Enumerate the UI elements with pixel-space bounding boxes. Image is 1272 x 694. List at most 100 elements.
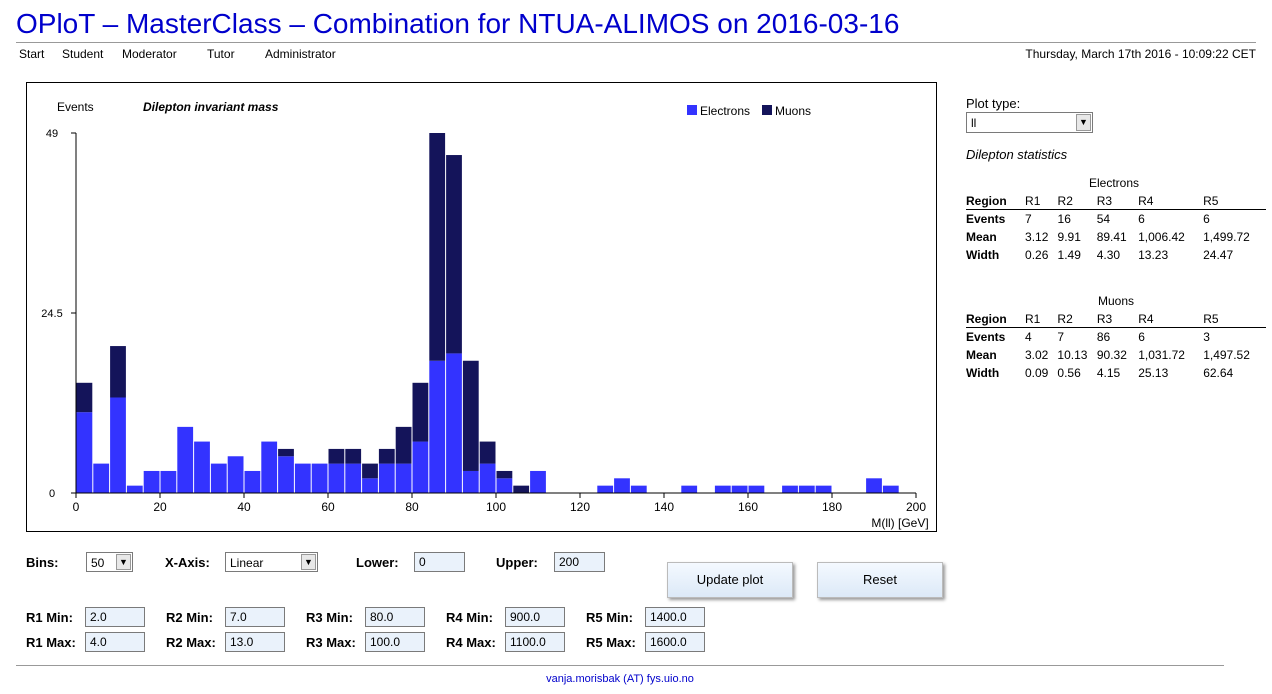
- bar-electrons: [630, 485, 647, 493]
- muons-row: Width 0.09 0.56 4.15 25.13 62.64: [966, 364, 1272, 382]
- muons-cell: Events: [966, 330, 1006, 344]
- bar-electrons: [76, 412, 93, 493]
- electrons-cell: 16: [1057, 212, 1071, 226]
- legend-label-muons: Muons: [775, 104, 811, 118]
- muons-cell: R2: [1057, 312, 1073, 326]
- muons-cell: R4: [1138, 312, 1154, 326]
- plot-type-value: ll: [971, 116, 977, 130]
- electrons-cell: 3.12: [1025, 230, 1049, 244]
- muons-cell: 25.13: [1138, 366, 1169, 380]
- bar-electrons: [395, 463, 412, 493]
- r5-min-input[interactable]: 1400.0: [645, 607, 705, 627]
- chevron-down-icon[interactable]: ▼: [301, 554, 316, 570]
- r1-max-input[interactable]: 4.0: [85, 632, 145, 652]
- bar-electrons: [244, 470, 261, 493]
- bar-electrons: [714, 485, 731, 493]
- r3-min-input[interactable]: 80.0: [365, 607, 425, 627]
- bar-muons: [328, 448, 345, 464]
- y-axis-label: Events: [57, 100, 94, 114]
- xaxis-select[interactable]: Linear ▼: [225, 552, 318, 572]
- stats-title: Dilepton statistics: [966, 147, 1068, 162]
- r1-max-label: R1 Max:: [26, 635, 76, 650]
- muons-row: Events 4 7 86 6 3: [966, 328, 1272, 346]
- r2-min-input[interactable]: 7.0: [225, 607, 285, 627]
- nav-tutor[interactable]: Tutor: [207, 47, 235, 61]
- histogram-plot: Events Dilepton invariant mass Electrons…: [26, 82, 937, 532]
- nav-moderator-link[interactable]: Moderator: [122, 47, 177, 61]
- reset-button[interactable]: Reset: [817, 562, 943, 598]
- bar-muons: [412, 382, 429, 442]
- x-tick-label: 140: [654, 500, 674, 514]
- chevron-down-icon[interactable]: ▼: [116, 554, 131, 570]
- bar-electrons: [496, 478, 513, 493]
- x-tick-label: 0: [73, 500, 80, 514]
- plot-type-label: Plot type:: [966, 96, 1021, 111]
- bar-muons: [496, 470, 513, 479]
- bar-electrons: [882, 485, 899, 493]
- nav-start[interactable]: Start: [19, 47, 44, 61]
- bar-muons: [110, 346, 126, 398]
- bins-value: 50: [91, 556, 105, 570]
- bar-electrons: [345, 463, 362, 493]
- footer-contact[interactable]: vanja.morisbak (AT) fys.uio.no: [546, 673, 694, 685]
- nav-start-link[interactable]: Start: [19, 47, 45, 61]
- bins-select[interactable]: 50 ▼: [86, 552, 133, 572]
- muons-cell: Width: [966, 366, 1000, 380]
- r3-max-input[interactable]: 100.0: [365, 632, 425, 652]
- electrons-cell: 1,006.42: [1138, 230, 1185, 244]
- update-plot-button[interactable]: Update plot: [667, 562, 793, 598]
- lower-input[interactable]: 0: [414, 552, 465, 572]
- bar-electrons: [597, 485, 614, 493]
- muons-cell: 90.32: [1096, 348, 1127, 362]
- r5-max-label: R5 Max:: [586, 635, 636, 650]
- x-tick-label: 100: [486, 500, 506, 514]
- plot-type-select[interactable]: ll ▼: [966, 112, 1093, 133]
- muons-cell: R1: [1024, 312, 1041, 326]
- bar-electrons: [328, 463, 345, 493]
- electrons-cell: 24.47: [1203, 248, 1234, 262]
- r5-max-input[interactable]: 1600.0: [645, 632, 705, 652]
- electrons-cell: R2: [1057, 194, 1073, 208]
- r4-max-input[interactable]: 1100.0: [505, 632, 565, 652]
- nav-administrator[interactable]: Administrator: [265, 47, 336, 61]
- bar-electrons: [261, 441, 278, 493]
- muons-cell: 0.09: [1024, 366, 1049, 380]
- electrons-cell: 6: [1138, 212, 1145, 226]
- electrons-cell: 4.30: [1096, 248, 1121, 262]
- electrons-row: Events 7 16 54 6 6: [966, 210, 1272, 228]
- bar-muons: [345, 448, 362, 464]
- muons-cell: 7: [1057, 330, 1065, 344]
- bar-electrons: [278, 456, 294, 493]
- nav-moderator[interactable]: Moderator: [122, 47, 177, 61]
- bar-muons: [429, 133, 446, 361]
- bar-electrons: [362, 478, 378, 493]
- r4-min-input[interactable]: 900.0: [505, 607, 565, 627]
- electrons-cell: R4: [1138, 194, 1154, 208]
- muons-cell: R3: [1096, 312, 1113, 326]
- legend-label-electrons: Electrons: [700, 104, 750, 118]
- chevron-down-icon[interactable]: ▼: [1076, 114, 1091, 131]
- r4-max-label: R4 Max:: [446, 635, 496, 650]
- muons-row: Mean 3.02 10.13 90.32 1,031.72 1,497.52: [966, 346, 1272, 364]
- histogram-svg: Events Dilepton invariant mass Electrons…: [41, 100, 928, 530]
- chart-title: Dilepton invariant mass: [143, 100, 279, 114]
- r1-min-input[interactable]: 2.0: [85, 607, 145, 627]
- x-tick-label: 60: [321, 500, 335, 514]
- nav-tutor-link[interactable]: Tutor: [207, 47, 235, 61]
- r2-max-input[interactable]: 13.0: [225, 632, 285, 652]
- bar-electrons: [143, 470, 160, 493]
- bar-electrons: [93, 463, 110, 493]
- bar-electrons: [429, 360, 446, 493]
- upper-input[interactable]: 200: [554, 552, 605, 572]
- nav-student-link[interactable]: Student: [62, 47, 104, 61]
- muons-cell: 1,031.72: [1138, 348, 1185, 362]
- r3-min-label: R3 Min:: [306, 610, 353, 625]
- nav-student[interactable]: Student: [62, 47, 103, 61]
- nav-administrator-link[interactable]: Administrator: [265, 47, 336, 61]
- y-tick-label: 0: [49, 488, 55, 500]
- current-datetime: Thursday, March 17th 2016 - 10:09:22 CET: [1025, 47, 1256, 61]
- electrons-header-rule: [966, 209, 1266, 210]
- x-axis-label: M(ll) [GeV]: [871, 516, 928, 530]
- electrons-cell: 7: [1025, 212, 1032, 226]
- electrons-cell: R1: [1025, 194, 1041, 208]
